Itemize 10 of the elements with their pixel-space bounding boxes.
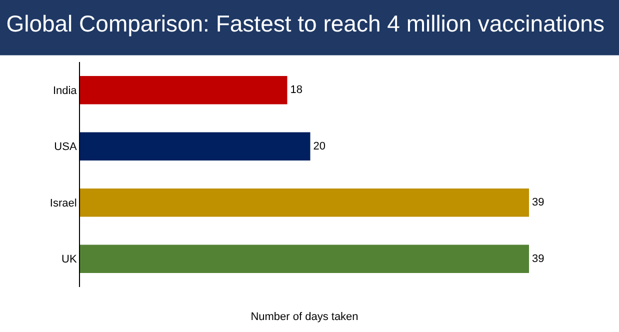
y-tick-label: USA xyxy=(54,141,78,154)
y-tick-label: UK xyxy=(62,254,78,266)
y-tick-label: India xyxy=(52,84,78,97)
data-label: 39 xyxy=(532,196,544,209)
y-tick-label: Israel xyxy=(50,197,77,210)
data-label: 39 xyxy=(532,252,544,265)
data-label: 20 xyxy=(313,140,326,152)
chart-title: Global Comparison: Fastest to reach 4 million vaccinations xyxy=(6,10,604,36)
data-label: 18 xyxy=(290,84,302,96)
x-axis-title: Number of days taken xyxy=(250,311,358,324)
